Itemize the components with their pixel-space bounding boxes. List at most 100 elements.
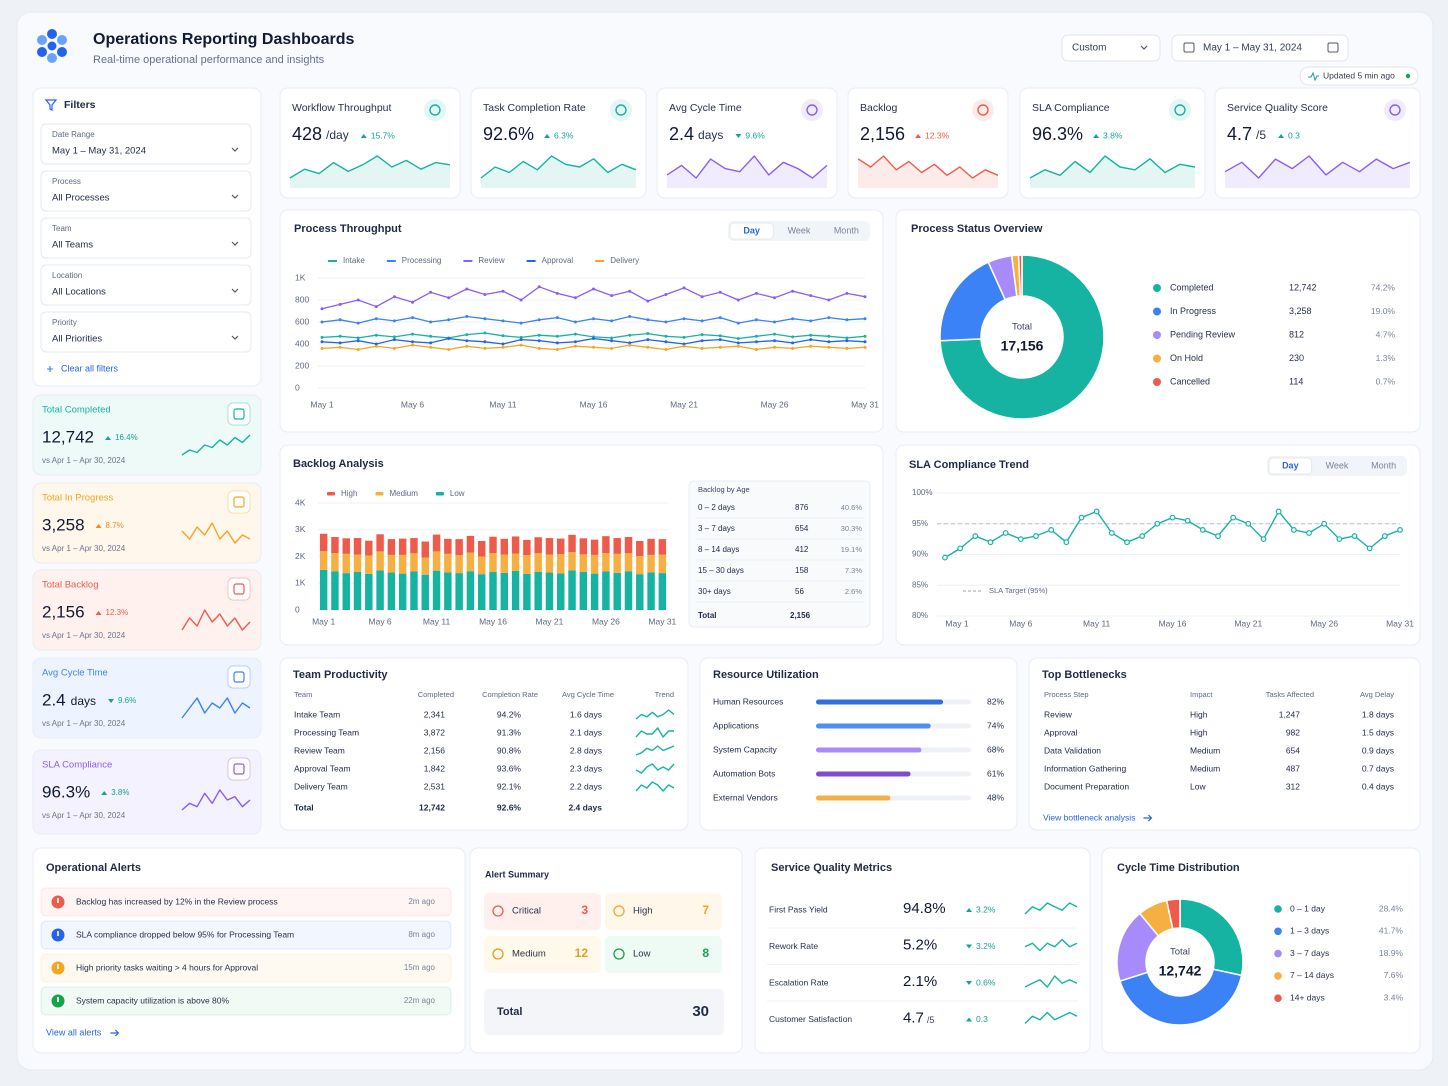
- bar-segment: [557, 554, 565, 574]
- sparkline: [666, 155, 828, 179]
- metric-change: 3.2%: [976, 904, 996, 914]
- bar-segment: [432, 534, 441, 552]
- data-point: [411, 343, 414, 347]
- data-point: [374, 317, 378, 321]
- tab[interactable]: Month: [1371, 460, 1396, 470]
- data-point: [754, 340, 758, 344]
- data-point: [754, 318, 758, 322]
- filter-icon: [44, 99, 58, 111]
- metric-change: 0.3: [976, 1014, 988, 1024]
- tab[interactable]: Week: [788, 225, 811, 235]
- chart-title: Cycle Time Distribution: [1117, 862, 1240, 874]
- clear-filters[interactable]: Clear all filters: [61, 363, 119, 373]
- total-count: 30: [692, 1003, 709, 1020]
- x-tick-label: May 26: [1310, 618, 1338, 628]
- bar-segment: [410, 538, 418, 554]
- target-label: SLA Target (95%): [989, 586, 1048, 595]
- metrics-card: [754, 847, 1091, 1054]
- summary-card: [32, 749, 262, 835]
- alert-row[interactable]: [40, 953, 452, 983]
- data-point: [628, 343, 632, 347]
- data-point: [718, 316, 722, 320]
- table-cell: Low: [1190, 781, 1206, 791]
- data-point: [736, 337, 740, 340]
- data-point: [555, 316, 559, 320]
- alert-time: 2m ago: [408, 897, 435, 906]
- kpi-value: 2,156: [860, 124, 905, 144]
- data-point: [827, 316, 831, 320]
- trend-arrow: [966, 908, 972, 912]
- bar-segment: [455, 539, 463, 556]
- bar-segment: [568, 552, 576, 571]
- filter-value: All Locations: [52, 287, 106, 298]
- y-tick-label: 90%: [912, 550, 928, 559]
- summary-icon: [227, 665, 251, 689]
- column-header: Process Step: [1044, 690, 1089, 699]
- data-point: [555, 291, 559, 295]
- tab[interactable]: Week: [1326, 460, 1349, 470]
- alert-text: SLA compliance dropped below 95% for Pro…: [76, 929, 294, 939]
- x-tick-label: May 16: [580, 399, 608, 409]
- range-select[interactable]: [1061, 34, 1161, 62]
- bar-segment: [658, 539, 667, 555]
- table-cell: High: [1190, 709, 1208, 719]
- kpi-icon: [1169, 99, 1191, 121]
- bar-segment: [444, 538, 452, 554]
- data-point: [791, 289, 795, 293]
- tab[interactable]: Month: [834, 225, 859, 235]
- data-point: [338, 302, 342, 306]
- filter-field[interactable]: [40, 217, 252, 259]
- total-label: Total: [497, 1006, 522, 1018]
- alert-row[interactable]: [40, 986, 452, 1016]
- trend-arrow: [105, 436, 111, 440]
- filter-field[interactable]: [40, 264, 252, 306]
- chart-card: [895, 444, 1421, 646]
- summary-label: Avg Cycle Time: [42, 668, 108, 679]
- chart-title: Backlog Analysis: [293, 458, 384, 470]
- column-header: Team: [294, 690, 312, 699]
- data-point: [411, 340, 414, 344]
- data-point: [646, 345, 650, 349]
- chart-title: Resource Utilization: [713, 669, 819, 681]
- data-point: [863, 340, 867, 344]
- chart-title: Process Status Overview: [911, 223, 1043, 235]
- y-tick-label: 800: [295, 294, 309, 304]
- age-share: 40.6%: [841, 503, 863, 512]
- data-point: [501, 345, 505, 349]
- tile-label: High: [633, 906, 653, 917]
- donut-center-label: Total: [1170, 947, 1190, 958]
- logo-dot: [47, 53, 57, 63]
- bottleneck-link[interactable]: View bottleneck analysis: [1043, 812, 1135, 822]
- alert-row[interactable]: [40, 920, 452, 950]
- alerts-link[interactable]: View all alerts: [46, 1027, 102, 1037]
- tab[interactable]: Day: [1282, 460, 1299, 470]
- bar-segment: [410, 571, 418, 610]
- data-point: [863, 345, 867, 349]
- sparkline: [1024, 975, 1078, 988]
- legend-label: Review: [478, 256, 504, 265]
- y-tick-label: 95%: [912, 519, 928, 528]
- x-tick-label: May 31: [648, 616, 676, 626]
- tab[interactable]: Day: [743, 225, 760, 235]
- filter-field[interactable]: [40, 170, 252, 212]
- alert-row[interactable]: [40, 887, 452, 917]
- filter-field[interactable]: [40, 123, 252, 165]
- data-point: [429, 345, 433, 349]
- data-point: [845, 346, 849, 350]
- y-tick-label: 100%: [912, 488, 932, 497]
- logo-dot: [37, 47, 47, 57]
- data-point: [338, 345, 342, 349]
- alert-icon-glyph: [57, 898, 59, 903]
- bar-segment: [342, 573, 350, 610]
- filter-field[interactable]: [40, 311, 252, 353]
- bar-segment: [331, 553, 339, 572]
- data-point: [1366, 545, 1373, 552]
- kpi-card: [470, 87, 647, 199]
- date-picker[interactable]: [1171, 34, 1349, 62]
- data-point: [1124, 539, 1130, 546]
- data-point: [664, 293, 668, 296]
- donut-slice: [1017, 254, 1023, 297]
- tile-count: 7: [702, 903, 709, 917]
- legend-label: 1 – 3 days: [1290, 926, 1329, 936]
- data-point: [592, 287, 595, 291]
